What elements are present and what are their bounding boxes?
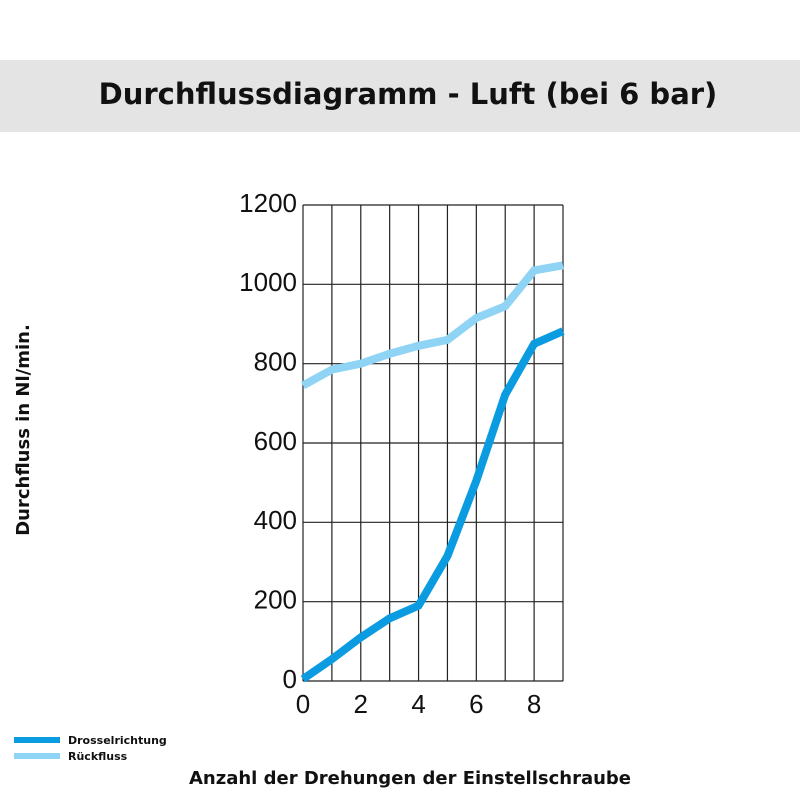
- legend-label: Rückfluss: [68, 750, 128, 763]
- y-axis-title: Durchfluss in Nl/min.: [13, 324, 34, 536]
- y-tick-label: 600: [254, 426, 297, 456]
- y-tick-label: 1000: [239, 267, 297, 297]
- x-tick-label: 4: [411, 689, 425, 719]
- y-tick-label: 0: [283, 664, 297, 694]
- chart-title: Durchflussdiagramm - Luft (bei 6 bar): [99, 77, 718, 111]
- y-tick-label: 400: [254, 505, 297, 535]
- legend-label: Drosselrichtung: [68, 734, 167, 747]
- x-axis-title: Anzahl der Drehungen der Einstellschraub…: [189, 768, 631, 789]
- y-tick-label: 1200: [239, 188, 297, 218]
- data-line: [301, 261, 564, 389]
- x-tick-label: 2: [354, 689, 368, 719]
- y-tick-label: 200: [254, 585, 297, 615]
- x-tick-label: 8: [527, 689, 541, 719]
- data-line: [300, 327, 565, 683]
- y-tick-label: 800: [254, 347, 297, 377]
- x-tick-label: 0: [296, 689, 310, 719]
- x-tick-label: 6: [469, 689, 483, 719]
- title-band: [0, 60, 800, 132]
